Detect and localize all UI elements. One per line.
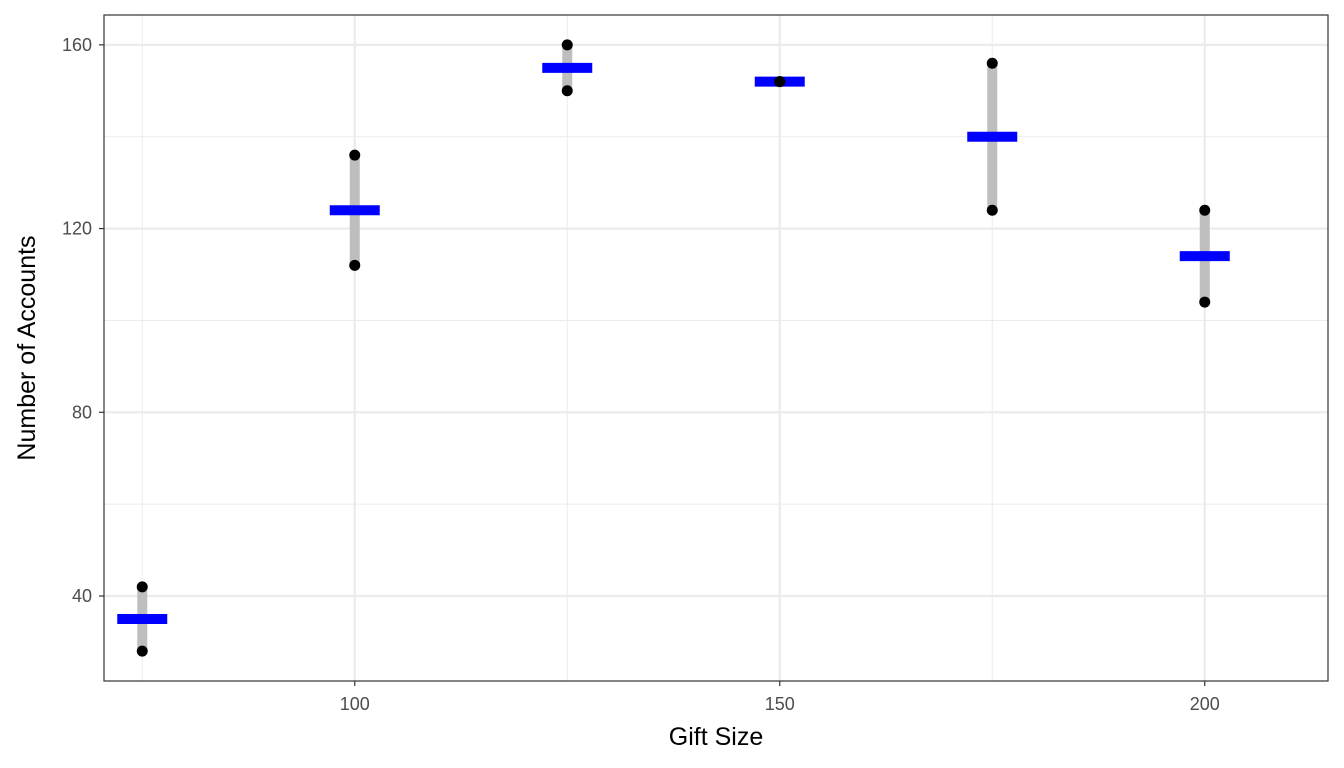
x-tick-label: 200 bbox=[1190, 694, 1220, 714]
data-point bbox=[986, 204, 998, 216]
y-tick-label: 160 bbox=[62, 35, 92, 55]
data-point bbox=[561, 85, 573, 97]
x-axis-title: Gift Size bbox=[669, 723, 763, 751]
data-point bbox=[136, 645, 148, 657]
range-segments bbox=[137, 44, 1210, 652]
y-tick-label: 40 bbox=[72, 586, 92, 606]
y-tick-label: 80 bbox=[72, 402, 92, 422]
y-tick-label: 120 bbox=[62, 219, 92, 239]
data-point bbox=[774, 76, 786, 88]
data-point bbox=[349, 149, 361, 161]
data-point bbox=[986, 57, 998, 69]
data-points bbox=[136, 39, 1211, 657]
y-axis-title: Number of Accounts bbox=[13, 235, 41, 460]
data-point bbox=[1199, 296, 1211, 308]
minor-grid bbox=[104, 15, 1328, 681]
mean-bars bbox=[117, 62, 1230, 624]
major-grid bbox=[104, 15, 1328, 681]
y-axis: 40 80 120 160 bbox=[62, 35, 104, 606]
x-tick-label: 150 bbox=[765, 694, 795, 714]
x-tick-label: 100 bbox=[340, 694, 370, 714]
data-point bbox=[561, 39, 573, 51]
data-point bbox=[1199, 204, 1211, 216]
panel-border bbox=[103, 14, 1329, 682]
data-point bbox=[349, 259, 361, 271]
x-axis: 100 150 200 bbox=[340, 681, 1220, 714]
data-point bbox=[136, 581, 148, 593]
